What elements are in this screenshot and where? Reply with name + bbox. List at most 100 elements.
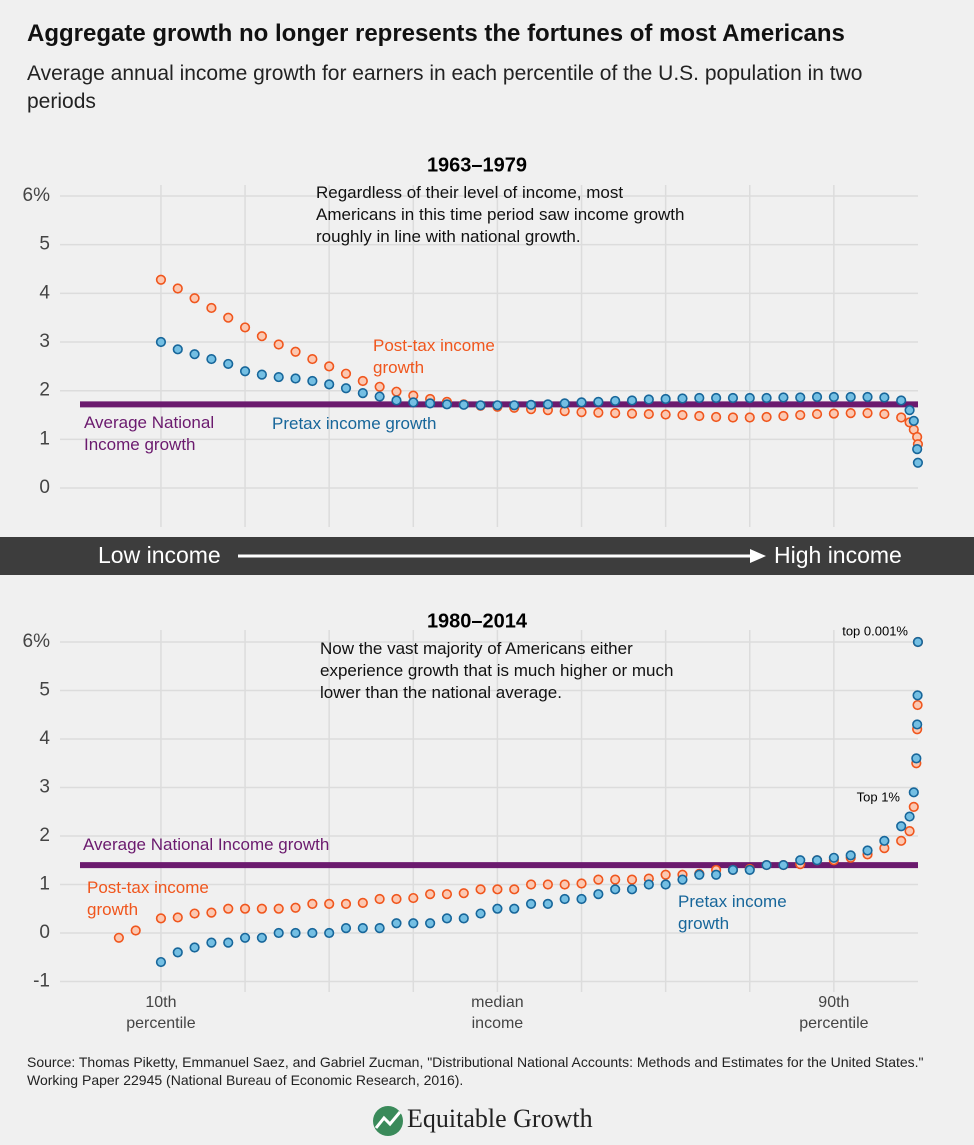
data-point <box>172 912 183 923</box>
data-point <box>677 393 688 404</box>
data-point <box>912 636 924 648</box>
data-point <box>223 312 234 323</box>
data-point <box>727 412 739 423</box>
data-point <box>626 884 638 895</box>
data-point <box>425 918 436 929</box>
y-tick-label: 0 <box>39 922 50 943</box>
data-point <box>811 391 823 403</box>
data-point <box>273 903 284 914</box>
data-point <box>593 407 604 418</box>
series-label: Post-tax income growth <box>87 878 209 919</box>
y-tick-label: 5 <box>39 680 50 701</box>
y-tick-label: 3 <box>39 776 50 797</box>
data-point <box>307 898 318 909</box>
data-point <box>912 444 923 455</box>
data-point <box>155 956 167 968</box>
source-note: Source: Thomas Piketty, Emmanuel Saez, a… <box>27 1054 924 1088</box>
data-point <box>795 409 806 421</box>
data-point <box>576 878 587 889</box>
data-point <box>475 908 486 919</box>
data-point <box>172 947 183 958</box>
data-point <box>458 888 469 899</box>
data-point <box>610 395 621 407</box>
data-point <box>425 398 436 409</box>
chart-title: 1980–2014 <box>427 610 528 632</box>
data-point <box>711 869 722 880</box>
data-point <box>795 392 806 403</box>
data-point <box>761 859 772 871</box>
data-point <box>206 302 217 314</box>
y-tick-label: 2 <box>39 380 50 401</box>
data-point <box>340 383 352 394</box>
data-point <box>172 283 183 294</box>
reference-label: Average National Income growth <box>84 413 215 454</box>
data-point <box>475 400 486 411</box>
data-point <box>391 918 402 929</box>
data-point <box>904 405 915 416</box>
data-point <box>408 918 419 929</box>
data-point <box>610 884 621 895</box>
data-point <box>845 407 856 419</box>
annotation: top 0.001% <box>842 623 908 638</box>
data-point <box>155 913 167 924</box>
data-point <box>912 690 923 701</box>
data-point <box>256 369 267 380</box>
data-point <box>357 388 368 399</box>
data-point <box>811 408 823 420</box>
data-point <box>189 349 200 360</box>
data-point <box>340 898 352 909</box>
x-tick-label: median income <box>471 994 523 1032</box>
data-point <box>912 699 923 711</box>
data-point <box>778 410 789 422</box>
data-point <box>324 379 335 390</box>
data-point <box>727 864 739 876</box>
data-point <box>223 903 234 914</box>
data-point <box>374 381 385 392</box>
data-point <box>223 358 234 370</box>
data-point <box>559 398 570 409</box>
data-point <box>374 923 385 934</box>
data-point <box>896 835 907 846</box>
data-point <box>357 375 368 387</box>
data-point <box>694 392 705 404</box>
data-point <box>256 331 267 342</box>
data-point <box>256 903 267 914</box>
data-point <box>425 889 436 900</box>
chart-note: Now the vast majority of Americans eithe… <box>320 639 674 702</box>
data-point <box>307 353 318 365</box>
y-tick-label: 2 <box>39 825 50 846</box>
data-point <box>391 893 402 905</box>
data-point <box>694 410 705 422</box>
chart-note: Regardless of their level of income, mos… <box>316 183 685 246</box>
data-point <box>911 753 922 764</box>
data-point <box>727 392 739 404</box>
data-point <box>273 927 284 939</box>
y-tick-label: 1 <box>39 428 50 449</box>
data-point <box>908 415 919 426</box>
data-point <box>744 412 755 423</box>
data-point <box>610 874 621 885</box>
data-point <box>458 913 469 924</box>
data-point <box>206 937 217 948</box>
data-point <box>908 801 919 812</box>
data-point <box>509 884 520 895</box>
data-point <box>879 835 890 846</box>
data-point <box>408 397 419 408</box>
data-point <box>828 408 839 419</box>
series-label: Pretax income growth <box>678 892 787 933</box>
data-point <box>542 879 553 890</box>
data-point <box>340 923 352 934</box>
data-point <box>626 408 638 419</box>
band-high-label: High income <box>774 542 902 568</box>
data-point <box>778 392 789 403</box>
data-point <box>643 408 654 420</box>
data-point <box>357 897 368 908</box>
series-label: Pretax income growth <box>272 414 437 433</box>
y-tick-label: 6% <box>23 185 51 206</box>
data-point <box>862 391 873 403</box>
data-point <box>811 855 823 866</box>
data-point <box>593 889 604 900</box>
data-point <box>475 884 486 895</box>
y-tick-label: 4 <box>39 282 50 303</box>
logo-text: Equitable Growth <box>407 1104 593 1133</box>
